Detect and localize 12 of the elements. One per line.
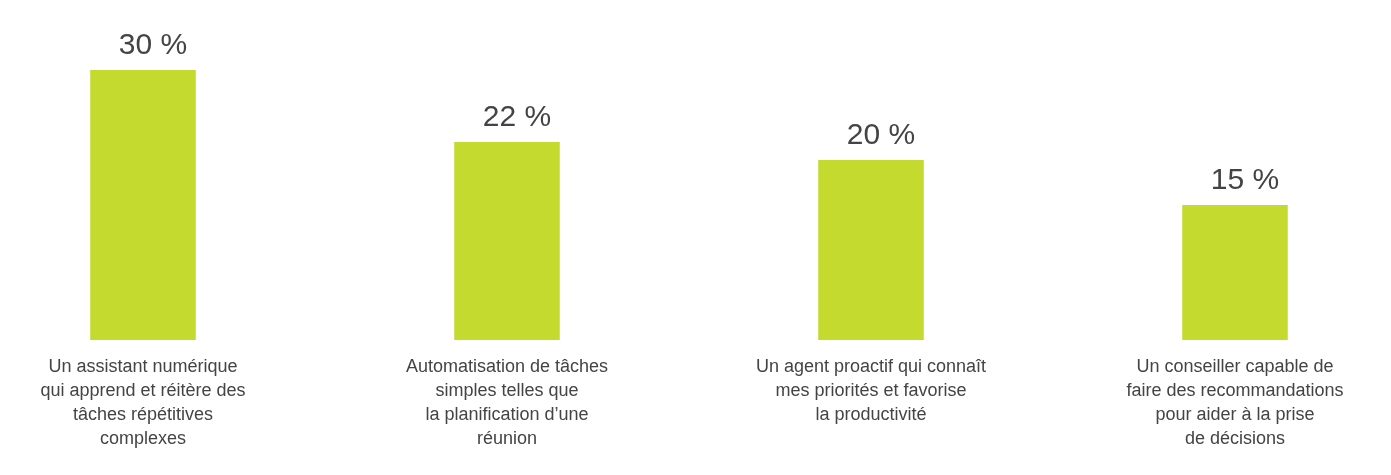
data-label: 20 % [846,117,916,150]
data-label: 30 % [118,27,188,60]
data-label: 15 % [1210,162,1280,195]
data-label: 22 % [482,99,552,132]
x-tick-label: Automatisation de tâches simples telles que la planification d’une réunion [405,356,609,448]
bar [90,70,196,340]
bar [818,160,924,340]
x-tick-label: Un assistant numérique qui apprend et réitère des tâches répétitives complexes [40,356,246,448]
bar [1182,205,1288,340]
x-tick-label: Un conseiller capable de faire des recommandations pour aider à la prise de décisions [1126,356,1344,448]
bar [454,142,560,340]
x-tick-label: Un agent proactif qui connaît mes priorités et favorise la productivité [755,356,987,424]
